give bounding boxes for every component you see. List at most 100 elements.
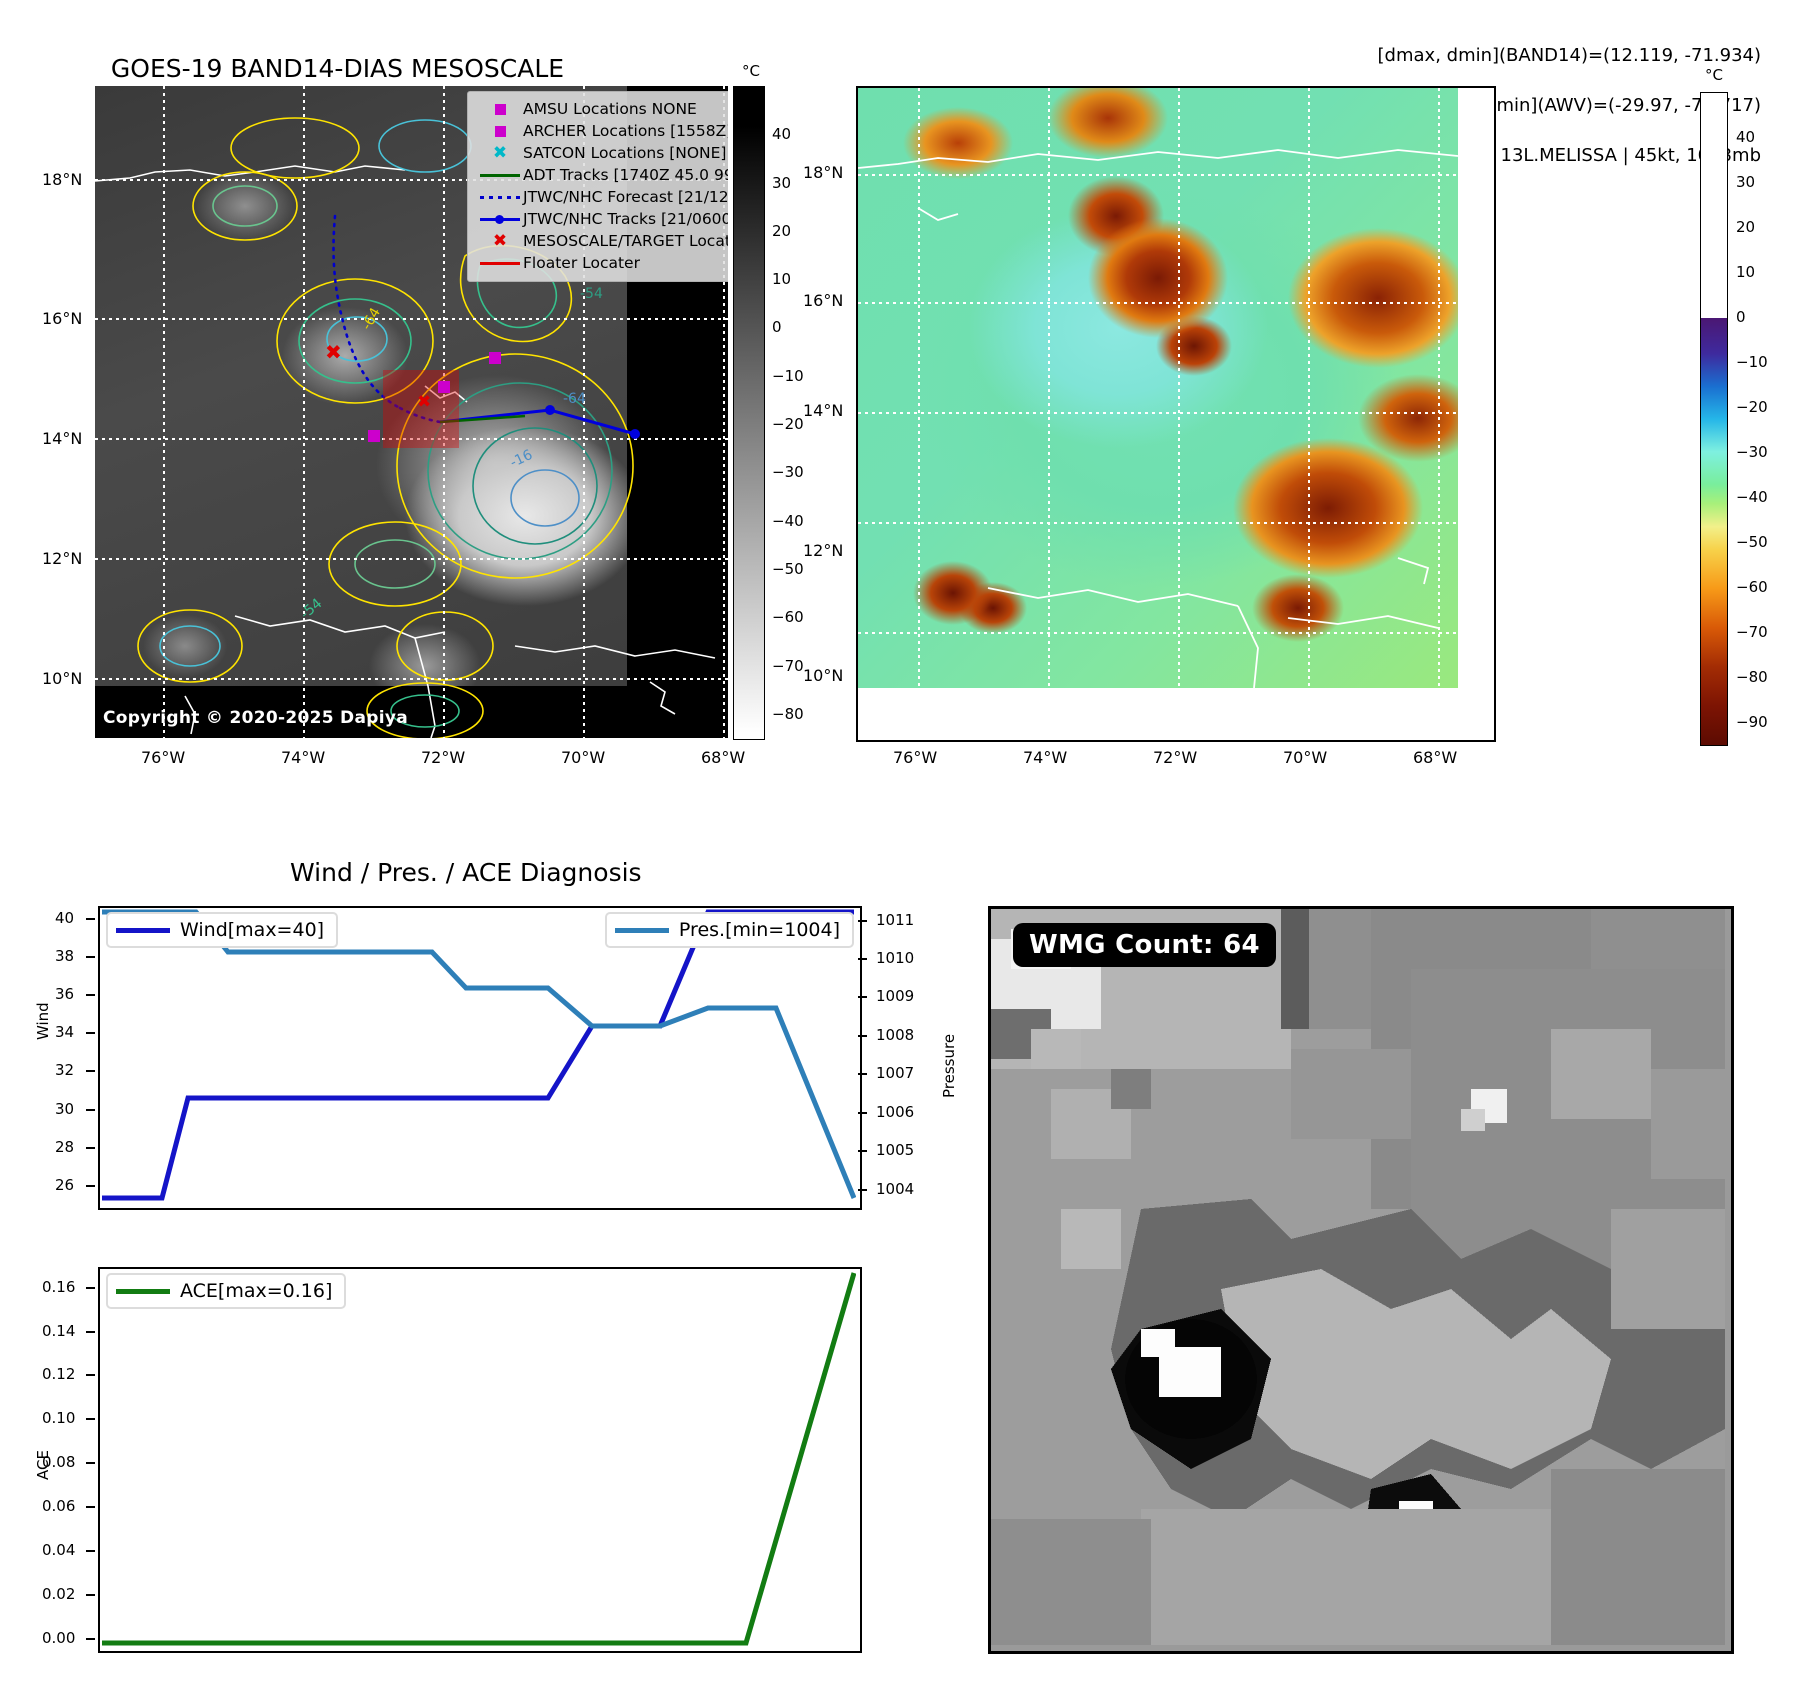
graticule-lat-12 bbox=[95, 558, 728, 560]
wind-pressure-chart[interactable]: Wind[max=40] Pres.[min=1004] bbox=[98, 906, 862, 1210]
line-marker-icon bbox=[477, 214, 523, 224]
legend-label-satcon: SATCON Locations [NONE] bbox=[523, 144, 727, 162]
legend-item-floater[interactable]: Floater Locater bbox=[477, 252, 728, 274]
wind-tick-7: 26 bbox=[55, 1175, 75, 1194]
ir-colorbar-tick-9: −50 bbox=[772, 559, 804, 578]
awv-colorbar-tick-0: 40 bbox=[1736, 127, 1756, 146]
ir-colorbar-tick-10: −60 bbox=[772, 608, 804, 627]
awv-lon-tick-74: 74°W bbox=[1023, 748, 1068, 767]
awv-graticule-lon-76 bbox=[918, 88, 920, 688]
wind-tick-mark-0 bbox=[86, 917, 95, 920]
legend-item-adt[interactable]: ADT Tracks [1740Z 45.0 999.4] bbox=[477, 164, 728, 186]
wind-legend-label: Wind[max=40] bbox=[180, 919, 325, 941]
ace-tick-mark-0 bbox=[86, 1286, 95, 1289]
ace-tick-3: 0.10 bbox=[42, 1409, 76, 1428]
graticule-lat-10 bbox=[95, 678, 728, 680]
graticule-lat-16 bbox=[95, 318, 728, 320]
awv-graticule-lon-68 bbox=[1438, 88, 1440, 688]
awv-lat-tick-14: 14°N bbox=[803, 401, 844, 420]
wind-tick-mark-1 bbox=[86, 955, 95, 958]
pressure-tick-mark-5 bbox=[858, 1111, 867, 1114]
pressure-tick-0: 1011 bbox=[876, 910, 915, 929]
ir-nodata-bottom bbox=[95, 686, 728, 738]
pressure-tick-mark-6 bbox=[858, 1150, 867, 1153]
contour-label-2: -64 bbox=[563, 391, 586, 407]
map-legend: AMSU Locations NONE ARCHER Locations [15… bbox=[467, 91, 728, 282]
awv-graticule-lat-12 bbox=[858, 522, 1458, 524]
x-mark-icon: ✖ bbox=[492, 230, 508, 251]
jtwc-forecast-track bbox=[332, 214, 402, 410]
diagnosis-title: Wind / Pres. / ACE Diagnosis bbox=[290, 858, 642, 887]
pressure-tick-7: 1004 bbox=[876, 1179, 915, 1198]
legend-item-forecast[interactable]: JTWC/NHC Forecast [21/1200Z] bbox=[477, 186, 728, 208]
wind-tick-0: 40 bbox=[55, 908, 75, 927]
awv-lat-tick-16: 16°N bbox=[803, 291, 844, 310]
pressure-legend-label: Pres.[min=1004] bbox=[678, 919, 840, 941]
legend-item-archer[interactable]: ARCHER Locations [1558Z] bbox=[477, 120, 728, 142]
legend-item-satcon[interactable]: ✖ SATCON Locations [NONE] bbox=[477, 142, 728, 164]
awv-lon-tick-68: 68°W bbox=[1413, 748, 1458, 767]
legend-label-adt: ADT Tracks [1740Z 45.0 999.4] bbox=[523, 166, 728, 184]
wind-series bbox=[102, 909, 854, 1201]
square-icon bbox=[477, 103, 523, 115]
pressure-tick-1: 1010 bbox=[876, 948, 915, 967]
ace-tick-mark-4 bbox=[86, 1462, 95, 1465]
ir-lat-tick-18: 18°N bbox=[42, 170, 83, 189]
ace-tick-6: 0.04 bbox=[42, 1541, 76, 1560]
ir-lat-tick-16: 16°N bbox=[42, 309, 83, 328]
awv-graticule-lat-16 bbox=[858, 302, 1458, 304]
ace-tick-2: 0.12 bbox=[42, 1365, 76, 1384]
ace-tick-1: 0.14 bbox=[42, 1321, 76, 1340]
title-line-1: GOES-19 BAND14-DIAS MESOSCALE bbox=[110, 54, 565, 83]
legend-item-mesoscale[interactable]: ✖ MESOSCALE/TARGET Location bbox=[477, 230, 728, 252]
ace-tick-mark-3 bbox=[86, 1418, 95, 1421]
ir-satellite-map[interactable]: -54 -64 -64 -16 -54 ✖ ✖ AMSU Locations N… bbox=[95, 86, 728, 738]
mesoscale-target-marker-2: ✖ bbox=[417, 392, 432, 412]
ir-colorbar-tick-0: 40 bbox=[772, 125, 792, 144]
awv-colorbar-tick-7: −30 bbox=[1736, 442, 1768, 461]
mesoscale-target-marker: ✖ bbox=[325, 340, 342, 364]
wind-tick-mark-4 bbox=[86, 1070, 95, 1073]
ace-tick-0: 0.16 bbox=[42, 1277, 76, 1296]
ace-tick-mark-8 bbox=[86, 1638, 95, 1641]
pressure-axis-label: Pressure bbox=[940, 1033, 958, 1098]
wind-legend[interactable]: Wind[max=40] bbox=[106, 912, 339, 948]
pressure-tick-2: 1009 bbox=[876, 987, 915, 1006]
ace-legend[interactable]: ACE[max=0.16] bbox=[106, 1273, 347, 1309]
awv-nodata-bottom bbox=[858, 688, 1494, 740]
legend-label-tracks: JTWC/NHC Tracks [21/0600Z] bbox=[523, 210, 728, 228]
wmg-pixel-map bbox=[991, 909, 1725, 1645]
graticule-lat-14 bbox=[95, 438, 728, 440]
pressure-tick-mark-3 bbox=[858, 1034, 867, 1037]
awv-colorbar-tick-12: −80 bbox=[1736, 667, 1768, 686]
ace-plot bbox=[102, 1272, 857, 1646]
ir-lon-tick-74: 74°W bbox=[281, 748, 326, 767]
pressure-legend[interactable]: Pres.[min=1004] bbox=[604, 912, 854, 948]
wmg-cloud-cluster-panel[interactable]: WMG Count: 64 bbox=[988, 906, 1734, 1654]
legend-item-amsu[interactable]: AMSU Locations NONE bbox=[477, 98, 728, 120]
awv-colorbar-unit: °C bbox=[1705, 66, 1723, 84]
ir-colorbar-tick-4: 0 bbox=[772, 318, 782, 337]
ace-tick-4: 0.08 bbox=[42, 1453, 76, 1472]
awv-lon-tick-70: 70°W bbox=[1283, 748, 1328, 767]
wmg-count-badge: WMG Count: 64 bbox=[1013, 923, 1276, 967]
ir-colorbar-tick-12: −80 bbox=[772, 704, 804, 723]
legend-item-tracks[interactable]: JTWC/NHC Tracks [21/0600Z] bbox=[477, 208, 728, 230]
awv-lat-tick-10: 10°N bbox=[803, 666, 844, 685]
ace-tick-5: 0.06 bbox=[42, 1497, 76, 1516]
pressure-tick-4: 1007 bbox=[876, 1064, 915, 1083]
awv-imagery bbox=[858, 88, 1458, 688]
awv-colorbar-tick-9: −50 bbox=[1736, 532, 1768, 551]
awv-satellite-panel[interactable] bbox=[856, 86, 1496, 742]
ir-colorbar bbox=[733, 86, 765, 740]
ace-chart[interactable]: ACE[max=0.16] bbox=[98, 1267, 862, 1653]
awv-colorbar-tick-11: −70 bbox=[1736, 622, 1768, 641]
awv-colorbar-tick-5: −10 bbox=[1736, 352, 1768, 371]
ir-colorbar-tick-11: −70 bbox=[772, 656, 804, 675]
ace-tick-8: 0.00 bbox=[42, 1629, 76, 1648]
wind-tick-4: 32 bbox=[55, 1061, 75, 1080]
graticule-lon-74 bbox=[303, 86, 305, 738]
legend-label-forecast: JTWC/NHC Forecast [21/1200Z] bbox=[523, 188, 728, 206]
dotted-line-icon bbox=[477, 195, 523, 199]
legend-label-archer: ARCHER Locations [1558Z] bbox=[523, 122, 728, 140]
